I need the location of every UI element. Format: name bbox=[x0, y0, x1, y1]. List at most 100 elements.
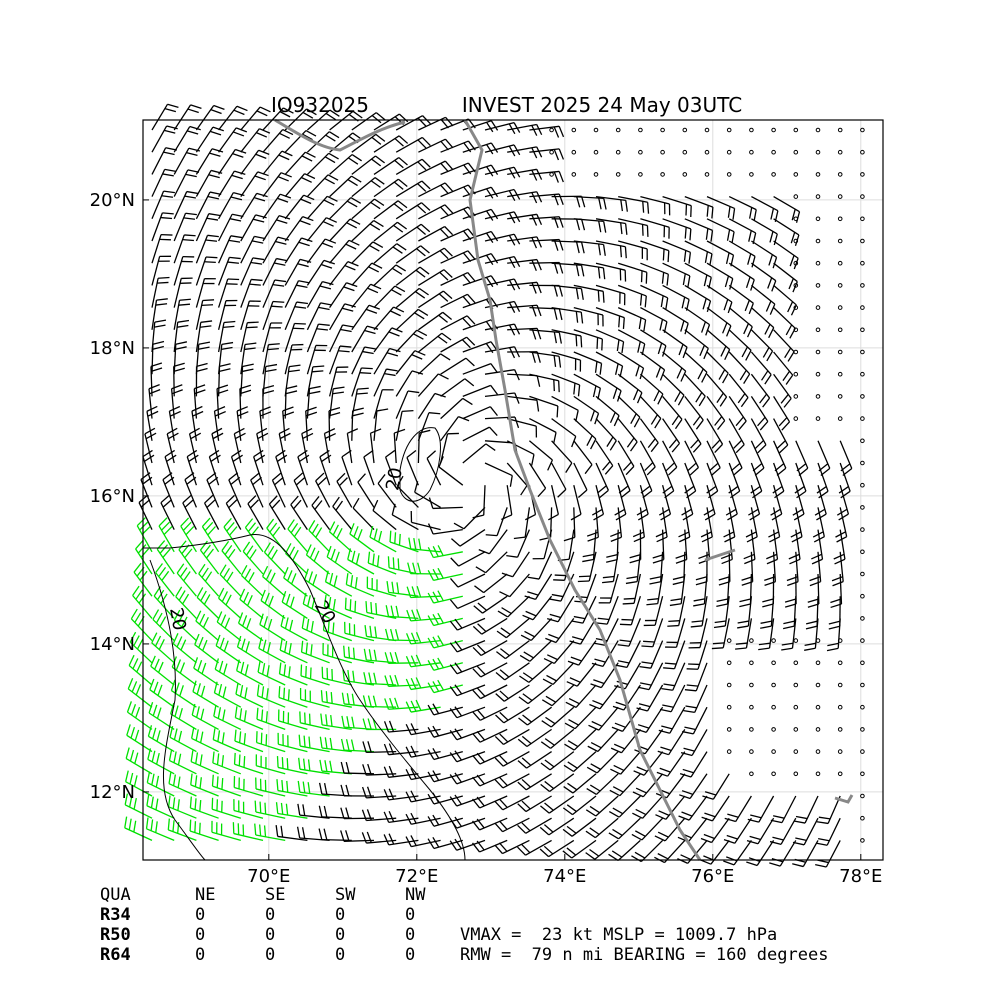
barb-flag bbox=[235, 753, 236, 764]
barb-flag bbox=[376, 603, 377, 614]
barb-flag bbox=[206, 257, 217, 258]
y-tick-label: 14°N bbox=[90, 634, 135, 655]
barb-staff bbox=[418, 433, 419, 463]
barb-flag bbox=[273, 301, 284, 302]
barb-flag bbox=[262, 710, 263, 721]
barb-flag bbox=[581, 336, 582, 347]
barb-flag bbox=[255, 801, 256, 812]
barb-flag bbox=[668, 621, 679, 622]
barb-flag bbox=[309, 737, 310, 748]
barb-flag bbox=[555, 575, 566, 576]
barb-flag bbox=[293, 328, 304, 329]
barb-flag bbox=[602, 339, 603, 350]
table-cell: 0 bbox=[195, 905, 205, 925]
x-tick-label: 70°E bbox=[247, 866, 290, 887]
barb-flag bbox=[345, 598, 346, 609]
barb-flag bbox=[624, 598, 635, 599]
barb-flag bbox=[393, 557, 394, 568]
y-tick-label: 18°N bbox=[90, 338, 135, 359]
barb-flag bbox=[576, 335, 577, 346]
table-header: QUA bbox=[100, 885, 131, 905]
barb-flag bbox=[388, 556, 389, 567]
barb-flag bbox=[246, 327, 257, 328]
barb-flag bbox=[203, 300, 214, 301]
barb-flag bbox=[331, 692, 332, 703]
barb-flag bbox=[333, 623, 334, 634]
table-cell: R50 bbox=[100, 925, 131, 945]
table-header: NW bbox=[405, 885, 426, 905]
chart-title: IO932025 bbox=[271, 93, 369, 117]
barb-flag bbox=[648, 202, 649, 213]
barb-flag bbox=[713, 643, 724, 644]
barb-flag bbox=[202, 305, 213, 306]
barb-flag bbox=[690, 229, 691, 240]
barb-flag bbox=[356, 393, 367, 394]
barb-flag bbox=[643, 641, 654, 642]
barb-flag bbox=[357, 388, 368, 389]
barb-flag bbox=[663, 249, 664, 260]
barb-flag bbox=[625, 247, 626, 258]
barb-flag bbox=[597, 338, 598, 349]
barb-flag bbox=[212, 775, 213, 786]
barb-flag bbox=[257, 708, 258, 719]
barb-flag bbox=[668, 251, 669, 262]
barb-flag bbox=[398, 558, 399, 569]
barb-flag bbox=[366, 601, 367, 612]
barb-flag bbox=[349, 647, 350, 658]
barb-flag bbox=[554, 380, 555, 391]
barb-flag bbox=[326, 691, 327, 702]
barb-flag bbox=[239, 754, 240, 765]
barb-flag bbox=[623, 603, 634, 604]
barb-flag bbox=[158, 278, 169, 279]
barb-flag bbox=[350, 599, 351, 610]
barb-flag bbox=[304, 736, 305, 747]
barb-flag bbox=[260, 802, 261, 813]
table-cell: 0 bbox=[335, 945, 345, 965]
table-cell: 0 bbox=[405, 925, 415, 945]
barb-flag bbox=[553, 580, 564, 581]
barb-flag bbox=[288, 689, 289, 700]
barb-flag bbox=[244, 756, 245, 767]
table-cell: R64 bbox=[100, 945, 131, 965]
barb-flag bbox=[641, 646, 652, 647]
barb-flag bbox=[344, 646, 345, 657]
barb-flag bbox=[390, 531, 391, 542]
barb-flag bbox=[157, 282, 168, 283]
barb-flag bbox=[266, 711, 267, 722]
barb-flag bbox=[279, 686, 280, 697]
barb-flag bbox=[294, 323, 305, 324]
barb-flag bbox=[361, 368, 372, 369]
info-line: RMW = 79 n mi BEARING = 160 degrees bbox=[460, 945, 828, 965]
barb-flag bbox=[305, 713, 306, 724]
barb-flag bbox=[184, 235, 195, 236]
x-tick-label: 72°E bbox=[395, 866, 438, 887]
table-cell: 0 bbox=[195, 945, 205, 965]
y-tick-label: 12°N bbox=[90, 782, 135, 803]
barb-flag bbox=[200, 800, 201, 811]
barb-flag bbox=[190, 820, 191, 831]
barb-flag bbox=[287, 758, 288, 769]
x-tick-label: 74°E bbox=[543, 866, 586, 887]
barb-flag bbox=[222, 778, 223, 789]
barb-flag bbox=[354, 648, 355, 659]
barb-flag bbox=[277, 756, 278, 767]
barb-flag bbox=[183, 240, 194, 241]
barb-flag bbox=[557, 406, 558, 417]
contour-label: 20 bbox=[165, 606, 190, 632]
barb-flag bbox=[284, 688, 285, 699]
barb-flag bbox=[282, 757, 283, 768]
barb-flag bbox=[300, 711, 301, 722]
y-tick-label: 16°N bbox=[90, 486, 135, 507]
barb-flag bbox=[685, 227, 686, 238]
table-header: SE bbox=[265, 885, 285, 905]
barb-flag bbox=[247, 322, 258, 323]
y-tick-label: 20°N bbox=[90, 190, 135, 211]
barb-flag bbox=[603, 291, 604, 302]
barb-flag bbox=[399, 534, 400, 545]
table-header: NE bbox=[195, 885, 215, 905]
table-cell: 0 bbox=[405, 905, 415, 925]
contour-label: 20 bbox=[382, 466, 407, 492]
barb-flag bbox=[712, 648, 723, 649]
barb-flag bbox=[402, 411, 413, 412]
